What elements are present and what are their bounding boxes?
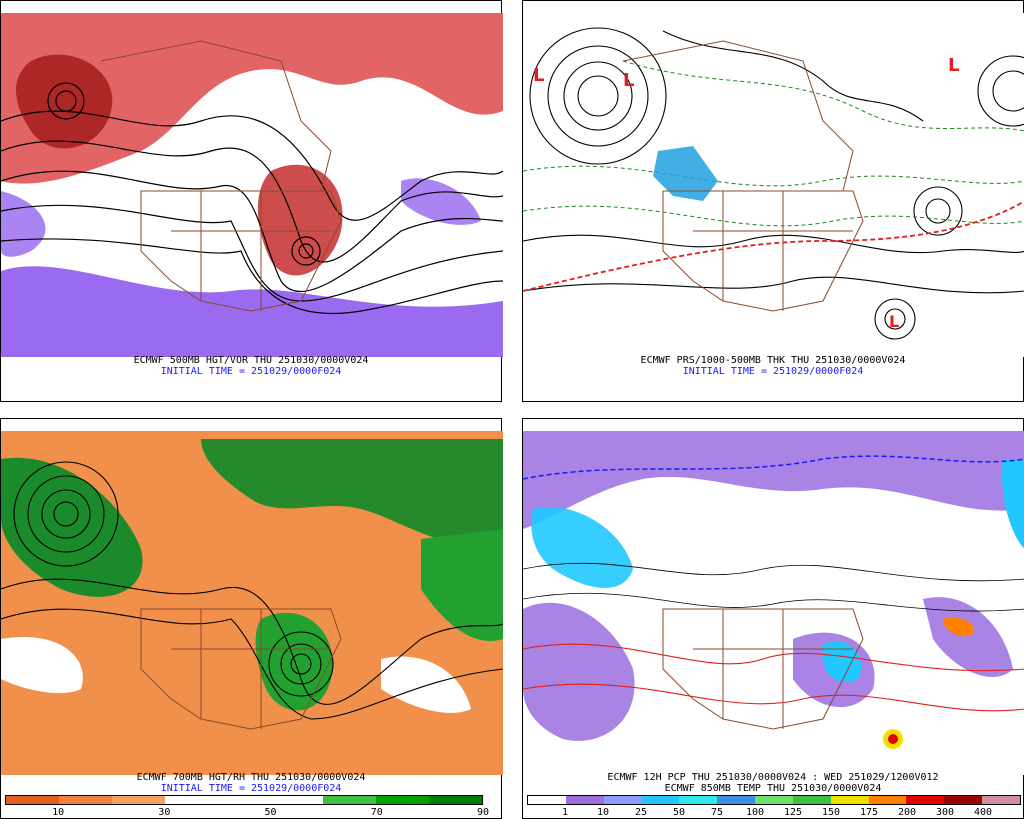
colorbar-tick-label: 10 (52, 807, 65, 818)
colorbar-swatch (164, 796, 218, 804)
colorbar-swatch (323, 796, 377, 804)
colorbar-tick-label: 1 (561, 807, 569, 818)
colorbar-swatch (58, 796, 112, 804)
colorbar-tick-label: 50 (672, 807, 686, 818)
colorbar-tick-label: 90 (476, 807, 490, 818)
colorbar-tick-label: 175 (859, 807, 879, 818)
colorbar-tick-label: 300 (935, 807, 955, 818)
colorbar-swatch (906, 796, 945, 804)
panel-500mb-caption-initial: INITIAL TIME = 251029/0000F024 (160, 366, 342, 377)
svg-text:L: L (623, 70, 634, 91)
colorbar-swatch (755, 796, 793, 804)
colorbar-swatch (830, 796, 869, 804)
colorbar-swatch (944, 796, 983, 804)
colorbar-tick-label: 75 (710, 807, 724, 818)
colorbar-swatch (641, 796, 680, 804)
panel-500mb-vorticity: ECMWF 500MB HGT/VOR THU 251030/0000V024 … (0, 0, 503, 402)
precip-colorbar-ticks: 1 10 25 50 75 100 125 150 175 200 300 400 (527, 807, 1021, 819)
colorbar-swatch (679, 796, 718, 804)
colorbar-swatch (603, 796, 642, 804)
colorbar-tick-label: 10 (596, 807, 610, 818)
panel-mslp-caption-initial: INITIAL TIME = 251029/0000F024 (682, 366, 864, 377)
colorbar-swatch (565, 796, 604, 804)
svg-text:L: L (533, 65, 544, 86)
panel-700mb-caption-title: ECMWF 700MB HGT/RH THU 251030/0000V024 (136, 772, 366, 783)
colorbar-swatch (111, 796, 165, 804)
colorbar-tick-label: 200 (897, 807, 917, 818)
svg-text:L: L (948, 55, 959, 76)
colorbar-tick-label: 25 (634, 807, 648, 818)
map-mslp-thickness: L L L L (523, 13, 1024, 357)
colorbar-swatch (792, 796, 831, 804)
rh-colorbar (5, 795, 483, 805)
colorbar-tick-label: 70 (370, 807, 383, 818)
colorbar-tick-label: 400 (973, 807, 993, 818)
colorbar-tick-label: 50 (264, 807, 277, 818)
colorbar-tick-label: 100 (745, 807, 765, 818)
panel-precip-caption-title: ECMWF 12H PCP THU 251030/0000V024 : WED … (607, 772, 939, 783)
colorbar-swatch (429, 796, 483, 804)
panel-precip-caption-temp: ECMWF 850MB TEMP THU 251030/0000V024 (664, 783, 882, 794)
panel-700mb-rh: ECMWF 700MB HGT/RH THU 251030/0000V024 I… (0, 418, 503, 819)
colorbar-swatch (717, 796, 756, 804)
colorbar-swatch (270, 796, 324, 804)
colorbar-swatch (982, 796, 1020, 804)
precip-colorbar (527, 795, 1021, 805)
colorbar-swatch (6, 796, 59, 804)
colorbar-swatch (217, 796, 271, 804)
panel-500mb-caption-title: ECMWF 500MB HGT/VOR THU 251030/0000V024 (133, 355, 369, 366)
colorbar-swatch (376, 796, 430, 804)
colorbar-tick-label: 150 (821, 807, 841, 818)
svg-text:L: L (889, 312, 899, 331)
panel-700mb-caption-initial: INITIAL TIME = 251029/0000F024 (160, 783, 342, 794)
colorbar-tick-label: 125 (783, 807, 803, 818)
panel-mslp-caption-title: ECMWF PRS/1000-500MB THK THU 251030/0000… (640, 355, 906, 366)
rh-colorbar-ticks: 10 30 50 70 90 (5, 807, 489, 819)
map-500mb-vorticity (1, 13, 503, 357)
panel-precip-850temp: ECMWF 12H PCP THU 251030/0000V024 : WED … (522, 418, 1024, 819)
colorbar-tick-label: 30 (158, 807, 171, 818)
map-700mb-rh (1, 431, 503, 775)
colorbar-swatch (868, 796, 907, 804)
colorbar-swatch (528, 796, 566, 804)
panel-mslp-thickness: L L L L ECMWF PRS/1000-500MB THK THU 251… (522, 0, 1024, 402)
map-precip-850temp (523, 431, 1024, 775)
